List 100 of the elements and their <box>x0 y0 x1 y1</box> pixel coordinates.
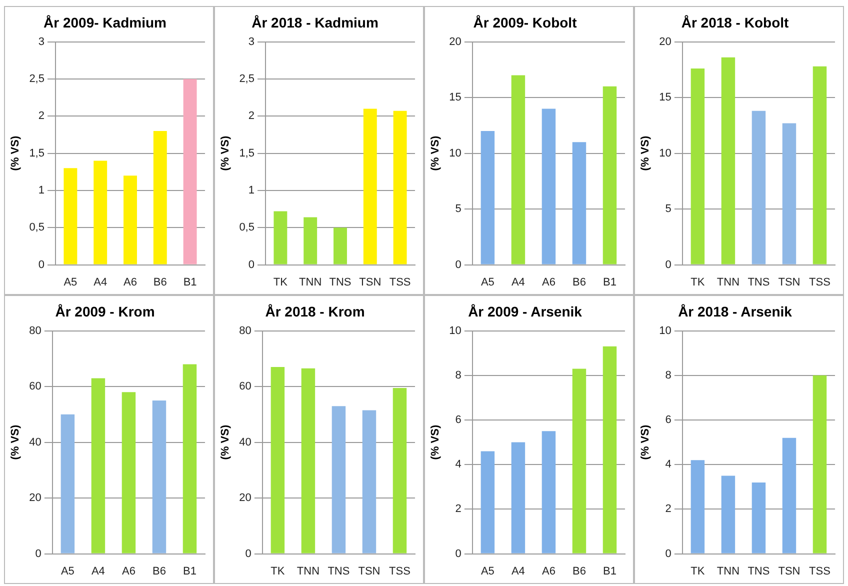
bar <box>393 110 407 264</box>
y-tick-label: 8 <box>455 369 462 382</box>
x-tick-label: A6 <box>542 565 556 578</box>
y-tick-label: 10 <box>659 324 672 337</box>
bar <box>270 367 285 554</box>
x-tick-label: A4 <box>511 276 525 288</box>
x-tick-label: A5 <box>64 276 78 288</box>
x-tick-label: TSN <box>358 565 380 578</box>
bar <box>690 460 705 554</box>
bar <box>511 75 526 264</box>
bar <box>812 375 827 554</box>
x-tick-label: TSS <box>809 276 830 288</box>
y-tick-label: 2 <box>38 110 44 122</box>
y-tick-label: 5 <box>455 203 462 216</box>
y-tick-label: 2,5 <box>29 73 44 85</box>
y-tick-label: 15 <box>659 92 672 104</box>
x-tick-label: A4 <box>91 565 105 578</box>
x-tick-label: TNS <box>748 565 770 578</box>
x-tick-label: A6 <box>122 565 136 578</box>
x-tick-label: A5 <box>480 276 494 288</box>
y-tick-label: 1 <box>248 184 254 196</box>
x-tick-label: TSS <box>389 565 410 578</box>
chart-title: År 2018 - Kobolt <box>681 14 790 30</box>
bar <box>542 108 556 264</box>
x-tick-label: TNN <box>716 565 740 578</box>
x-tick-label: B1 <box>603 276 616 288</box>
bar <box>60 414 75 554</box>
x-tick-label: B6 <box>152 565 166 578</box>
bar <box>542 431 556 554</box>
y-tick-label: 10 <box>449 147 462 160</box>
x-tick-label: A4 <box>511 565 525 578</box>
y-axis-title: (% VS) <box>430 136 442 171</box>
y-tick-label: 0 <box>38 258 44 271</box>
y-tick-label: 0 <box>35 548 42 560</box>
bar <box>334 228 347 264</box>
y-tick-label: 1,5 <box>29 147 44 160</box>
y-tick-label: 2,5 <box>239 73 254 85</box>
y-tick-label: 2 <box>665 503 672 516</box>
bar <box>301 368 316 554</box>
y-tick-label: 0 <box>248 258 254 271</box>
bar <box>602 86 617 264</box>
x-tick-label: TK <box>270 565 286 578</box>
y-axis-title: (% VS) <box>640 424 652 460</box>
bar <box>362 410 376 554</box>
x-tick-label: TK <box>690 565 706 578</box>
y-tick-label: 4 <box>455 458 462 471</box>
bar <box>782 123 796 264</box>
bar <box>332 406 346 554</box>
x-tick-label: TNS <box>329 276 352 288</box>
x-tick-label: TNS <box>328 565 350 578</box>
x-tick-label: A5 <box>480 565 494 578</box>
x-tick-label: TSN <box>778 565 800 578</box>
x-tick-label: A4 <box>94 276 108 288</box>
bar <box>602 346 617 554</box>
y-tick-label: 1 <box>38 184 44 196</box>
chart-title: År 2009- Kobolt <box>473 14 578 30</box>
bar <box>122 392 136 554</box>
chart-title: År 2009 - Krom <box>55 303 155 320</box>
y-tick-label: 5 <box>665 203 672 216</box>
y-tick-label: 20 <box>29 492 42 504</box>
x-tick-label: A6 <box>124 276 137 288</box>
x-tick-label: A6 <box>542 276 556 288</box>
y-tick-label: 20 <box>449 36 462 48</box>
y-tick-label: 10 <box>449 324 462 337</box>
y-tick-label: 3 <box>38 36 44 48</box>
bar <box>183 78 197 264</box>
y-tick-label: 0 <box>245 548 252 560</box>
bar <box>572 142 586 264</box>
x-tick-label: TSN <box>359 276 382 288</box>
y-tick-label: 60 <box>29 380 42 393</box>
y-tick-label: 6 <box>455 414 462 426</box>
chart-title: År 2018 - Kadmium <box>252 14 378 30</box>
bar <box>152 400 166 554</box>
bar <box>94 160 108 264</box>
bar <box>782 438 796 554</box>
bar <box>392 388 407 554</box>
bar <box>572 368 586 554</box>
chart-title: År 2018 - Arsenik <box>678 303 792 320</box>
y-tick-label: 80 <box>29 324 42 337</box>
y-tick-label: 8 <box>665 369 672 382</box>
y-tick-label: 20 <box>659 36 672 48</box>
y-tick-label: 2 <box>455 503 462 516</box>
y-axis-title: (% VS) <box>220 136 232 171</box>
chart-title: År 2018 - Krom <box>265 303 365 320</box>
x-tick-label: B1 <box>603 565 616 578</box>
y-tick-label: 2 <box>248 110 254 122</box>
y-tick-label: 20 <box>239 492 252 504</box>
chart-title: År 2009- Kadmium <box>44 14 166 30</box>
y-tick-label: 0 <box>665 258 672 271</box>
bar <box>153 131 167 264</box>
y-tick-label: 4 <box>665 458 672 471</box>
x-tick-label: TSS <box>809 565 830 578</box>
bar <box>182 364 197 554</box>
x-tick-label: B6 <box>153 276 167 288</box>
bar <box>124 176 137 264</box>
y-tick-label: 0 <box>455 258 462 271</box>
bar <box>480 451 495 554</box>
bar <box>511 442 526 554</box>
y-tick-label: 0 <box>665 548 672 560</box>
bar <box>752 482 766 554</box>
